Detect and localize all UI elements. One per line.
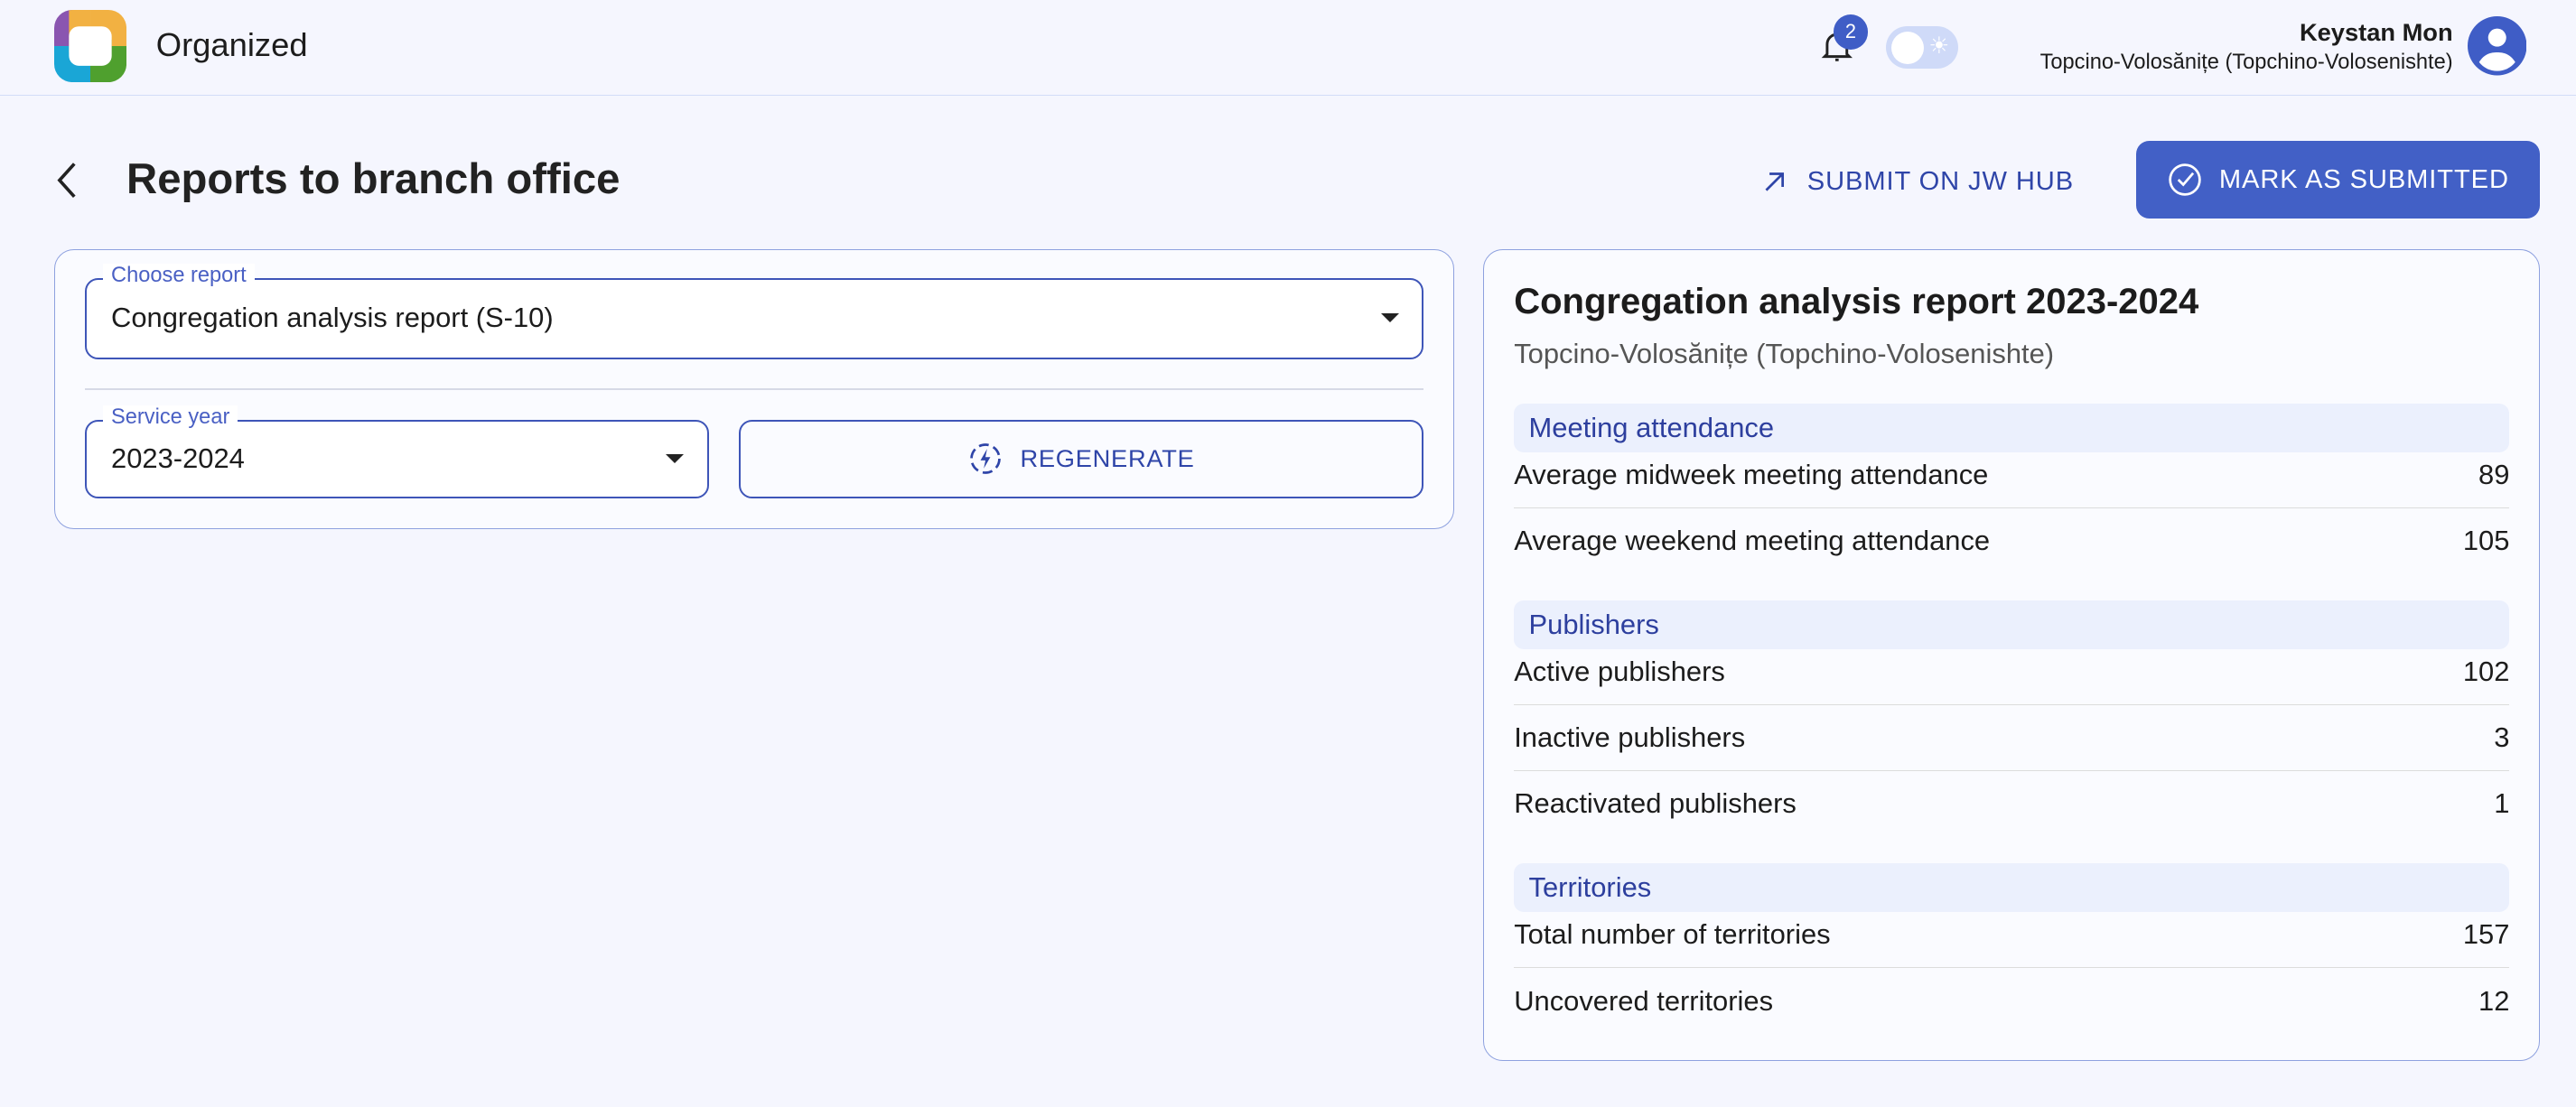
report-row: Active publishers 102	[1514, 640, 2510, 706]
service-year-label: Service year	[102, 405, 238, 430]
report-row: Total number of territories 157	[1514, 903, 2510, 969]
row-label: Average midweek meeting attendance	[1514, 459, 1989, 491]
sun-icon: ☀	[1928, 33, 1950, 60]
report-title: Congregation analysis report 2023-2024	[1514, 282, 2199, 322]
section-header: Territories	[1514, 862, 2510, 913]
submit-jw-hub-label: SUBMIT ON JW HUB	[1806, 167, 2075, 197]
row-value: 105	[2462, 525, 2510, 557]
submit-jw-hub-button[interactable]: SUBMIT ON JW HUB	[1761, 163, 2074, 202]
check-circle-icon	[2168, 163, 2201, 196]
dropdown-caret-icon	[1380, 312, 1399, 323]
top-bar: Organized 2 ☀ Keystan Mon Topcino-Volosă…	[0, 0, 2576, 97]
row-value: 3	[2494, 721, 2510, 754]
section-header: Meeting attendance	[1514, 403, 2510, 453]
report-row: Inactive publishers 3	[1514, 705, 2510, 772]
organized-logo-icon	[54, 9, 127, 82]
notification-badge: 2	[1833, 14, 1869, 50]
arrow-up-right-icon	[1765, 172, 1784, 191]
report-preview-card: Congregation analysis report 2023-2024 T…	[1483, 249, 2540, 1061]
choose-report-select[interactable]: Choose report Congregation analysis repo…	[84, 264, 1424, 359]
user-congregation: Topcino-Volosănițe (Topchino-Volosenisht…	[2039, 51, 2453, 75]
regenerate-label: REGENERATE	[1020, 444, 1195, 473]
theme-toggle[interactable]: ☀	[1886, 26, 1959, 70]
user-name: Keystan Mon	[2299, 18, 2453, 46]
service-year-value: 2023-2024	[111, 442, 245, 475]
row-label: Total number of territories	[1514, 918, 1831, 951]
row-value: 157	[2462, 918, 2510, 951]
choose-report-value: Congregation analysis report (S-10)	[111, 302, 554, 334]
mark-as-submitted-label: MARK AS SUBMITTED	[2218, 164, 2509, 194]
report-row: Average midweek meeting attendance 89	[1514, 442, 2510, 509]
choose-report-label: Choose report	[102, 264, 255, 289]
section-header: Publishers	[1514, 600, 2510, 650]
divider	[84, 388, 1424, 391]
user-avatar-icon[interactable]	[2467, 16, 2527, 76]
report-row: Reactivated publishers 1	[1514, 771, 2509, 837]
mark-as-submitted-button[interactable]: MARK AS SUBMITTED	[2135, 141, 2540, 219]
row-value: 1	[2494, 787, 2510, 820]
regenerate-button[interactable]: REGENERATE	[738, 419, 1424, 499]
report-row: Average weekend meeting attendance 105	[1514, 508, 2509, 574]
toggle-knob	[1890, 31, 1924, 64]
dropdown-caret-icon	[666, 454, 685, 465]
back-arrow-icon[interactable]	[50, 159, 86, 201]
report-row: Uncovered territories 12	[1514, 968, 2509, 1034]
row-label: Reactivated publishers	[1514, 787, 1797, 820]
service-year-select[interactable]: Service year 2023-2024	[84, 405, 709, 499]
row-label: Inactive publishers	[1514, 721, 1746, 754]
page-title: Reports to branch office	[126, 154, 621, 203]
regenerate-icon	[970, 443, 1002, 475]
app-name: Organized	[155, 26, 308, 64]
row-label: Average weekend meeting attendance	[1514, 525, 1991, 557]
report-selection-card: Choose report Congregation analysis repo…	[54, 249, 1454, 529]
report-subtitle: Topcino-Volosănițe (Topchino-Volosenisht…	[1514, 337, 2055, 369]
row-value: 12	[2478, 984, 2510, 1017]
row-value: 102	[2462, 656, 2510, 688]
row-value: 89	[2478, 459, 2510, 491]
row-label: Uncovered territories	[1514, 984, 1774, 1017]
row-label: Active publishers	[1514, 656, 1725, 688]
